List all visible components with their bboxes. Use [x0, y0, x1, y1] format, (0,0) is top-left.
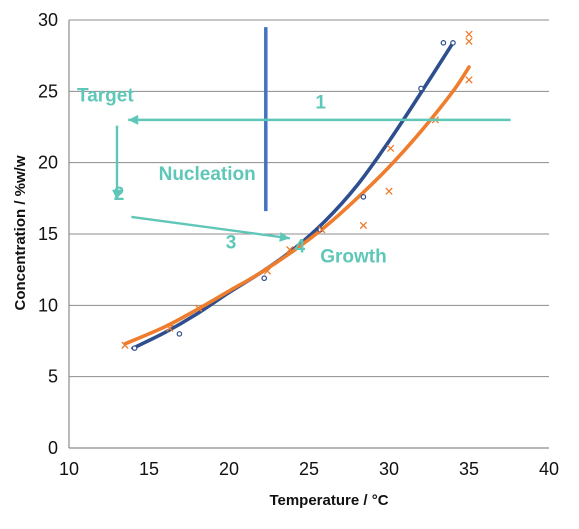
annotation-label: Nucleation	[159, 164, 256, 185]
data-point-circle	[261, 275, 268, 282]
data-point-x	[465, 37, 473, 46]
arrow-head	[279, 231, 290, 242]
data-point-x	[286, 246, 294, 254]
x-tick-label: 40	[539, 459, 559, 479]
arrow-shaft	[131, 215, 290, 240]
data-point-x	[318, 226, 326, 234]
arrow-head	[112, 189, 122, 200]
data-point-circle	[176, 331, 183, 337]
data-point-circle	[440, 40, 447, 46]
x-tick-label: 15	[139, 459, 159, 479]
y-tick-label: 5	[48, 367, 58, 387]
y-tick-label: 25	[38, 81, 58, 101]
gridlines	[69, 19, 549, 449]
data-point-circle	[418, 85, 424, 92]
x-tick-label: 20	[219, 459, 239, 479]
x-tick-label: 35	[459, 459, 479, 479]
axes	[68, 20, 549, 449]
y-tick-label: 15	[38, 224, 58, 244]
x-tick-label: 25	[299, 459, 319, 479]
trend-line-series-1	[131, 41, 455, 350]
x-tick-label: 10	[59, 459, 79, 479]
y-tick-label: 10	[38, 295, 58, 315]
annotation-label: 1	[315, 92, 326, 113]
data-point-x	[194, 304, 203, 312]
x-tick-label: 30	[379, 459, 399, 479]
trend-line-series-2	[123, 65, 471, 346]
data-point-circle	[450, 40, 456, 46]
process-annotations: Target 1 Nucleation 2 3 4 Growth	[77, 27, 511, 268]
data-point-x	[385, 187, 393, 195]
y-tick-label: 20	[38, 153, 58, 173]
data-point-x	[263, 267, 272, 275]
data-point-x	[166, 324, 174, 332]
arrow-head	[128, 114, 139, 125]
x-axis-title: Temperature / °C	[269, 492, 388, 509]
annotation-label: Growth	[320, 247, 387, 268]
y-tick-label: 0	[48, 438, 58, 458]
data-point-x	[386, 144, 395, 153]
data-point-x	[465, 30, 473, 38]
data-point-x	[121, 341, 129, 349]
annotation-label: 4	[295, 237, 306, 258]
data-point-x	[359, 221, 368, 230]
data-points	[121, 30, 473, 351]
trend-lines	[123, 41, 471, 350]
y-tick-label: 30	[38, 10, 58, 30]
y-axis-title: Concentration / %w/w	[12, 155, 29, 310]
tick-labels: 0 5 10 15 20 25 30 10 15 20 25 30 35 40	[38, 10, 559, 479]
data-point-circle	[360, 194, 367, 200]
data-point-circle	[131, 345, 138, 351]
annotation-label: 2	[114, 184, 125, 205]
annotation-label: 3	[226, 232, 237, 253]
annotation-label: Target	[77, 85, 134, 106]
data-point-x	[465, 76, 473, 84]
